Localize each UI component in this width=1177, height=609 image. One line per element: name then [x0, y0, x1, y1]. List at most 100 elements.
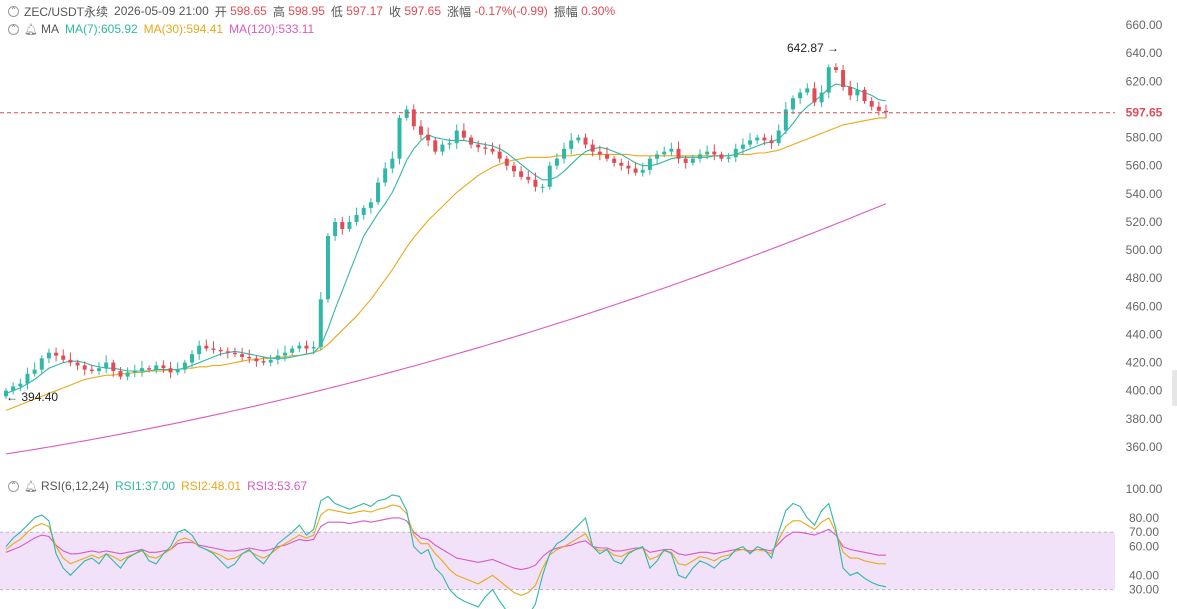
open-value: 598.65: [230, 4, 267, 18]
candle-body: [826, 67, 831, 93]
candle-body: [118, 371, 123, 377]
candle-body: [519, 171, 524, 177]
candle-body: [204, 345, 209, 349]
price-tick-label: 460.00: [1126, 299, 1163, 313]
price-tick-label: 380.00: [1126, 412, 1163, 426]
candle-body: [111, 362, 116, 371]
candle-body: [411, 109, 416, 127]
candle-body: [39, 358, 44, 370]
candle-body: [597, 151, 602, 155]
ma120-value: MA(120):533.11: [229, 22, 315, 36]
candle-body: [497, 151, 502, 159]
candle-body: [726, 157, 731, 159]
candle-body: [619, 162, 624, 166]
candle-body: [569, 140, 574, 149]
candle-body: [461, 130, 466, 138]
candle-body: [25, 373, 30, 384]
rsi2-line: [5, 504, 886, 596]
low-value: 597.17: [346, 4, 383, 18]
ma120-path: [5, 203, 887, 455]
candle-body: [161, 365, 166, 369]
bell-icon[interactable]: 🔔︎: [24, 23, 38, 36]
candle-body: [283, 352, 288, 356]
ma-indicator-name: MA: [40, 22, 59, 36]
price-tick-label: 400.00: [1126, 384, 1163, 398]
candle-body: [333, 221, 338, 236]
pane-resize-handle[interactable]: [1172, 370, 1177, 406]
candle-body: [190, 354, 195, 363]
ma30-line: [5, 117, 886, 411]
candle-body: [240, 354, 245, 357]
rsi-tick-label: 100.00: [1126, 482, 1163, 496]
candle-body: [576, 137, 581, 141]
ohlc-legend: ⌃ ZEC/USDT永续 2026-05-09 21:00 开 598.65 高…: [8, 3, 621, 19]
candle-body: [769, 140, 774, 144]
bell-icon[interactable]: 🔔︎: [24, 480, 38, 493]
candle-body: [361, 207, 366, 215]
rsi-band: [0, 532, 1115, 590]
rsi3-value: RSI3:53.67: [247, 479, 308, 493]
candle-body: [46, 352, 51, 359]
collapse-icon[interactable]: ⌃: [8, 480, 19, 492]
candle-body: [397, 117, 402, 159]
ma120-line: [5, 203, 887, 455]
candle-body: [147, 368, 152, 370]
price-tick-label: 640.00: [1126, 46, 1163, 60]
rsi-tick-label: 60.00: [1129, 540, 1159, 554]
candle-body: [368, 202, 373, 208]
candle-body: [562, 148, 567, 159]
candle-body: [669, 148, 674, 152]
candle-body: [4, 390, 8, 397]
candle-body: [833, 67, 838, 71]
candle-body: [526, 176, 531, 180]
candle-body: [154, 365, 159, 370]
rsi1-value: RSI1:37.00: [115, 479, 176, 493]
price-tick-label: 620.00: [1126, 74, 1163, 88]
last-price-tag: 597.65: [1115, 102, 1173, 122]
candle-body: [884, 110, 888, 113]
candle-body: [655, 154, 660, 159]
candle-body: [755, 137, 760, 141]
candle-body: [533, 179, 538, 187]
candle-body: [218, 349, 223, 352]
candle-body: [776, 130, 781, 144]
candle-body: [676, 148, 681, 159]
candle-body: [690, 158, 695, 163]
candle-body: [798, 92, 803, 99]
candle-body: [304, 345, 309, 349]
candle-body: [762, 137, 767, 141]
candle-body: [469, 137, 474, 145]
candle-body: [626, 165, 631, 169]
price-tick-label: 660.00: [1126, 18, 1163, 32]
symbol-label: ZEC/USDT永续: [24, 4, 109, 19]
candle-body: [805, 88, 810, 93]
candle-body: [340, 221, 345, 229]
rsi2-path: [5, 504, 886, 596]
candle-body: [819, 92, 824, 103]
ma7-value: MA(7):605.92: [64, 22, 138, 36]
candle-body: [376, 182, 381, 203]
candle-body: [640, 169, 645, 173]
candle-body: [232, 352, 237, 355]
collapse-icon[interactable]: ⌃: [8, 5, 19, 17]
price-tick-label: 580.00: [1126, 131, 1163, 145]
candle-body: [705, 151, 710, 155]
rsi-tick-label: 40.00: [1129, 568, 1159, 582]
price-tick-label: 540.00: [1126, 187, 1163, 201]
candle-body: [540, 186, 545, 188]
candle-body: [783, 109, 788, 131]
candle-body: [547, 165, 552, 187]
high-marker-label: 642.87 →: [787, 41, 839, 55]
rsi3-line: [5, 517, 886, 571]
change-value: -0.17%(-0.99): [474, 4, 548, 18]
rsi-tick-label: 30.00: [1129, 583, 1159, 597]
candle-body: [476, 144, 481, 148]
candle-body: [740, 144, 745, 149]
candle-body: [104, 362, 109, 369]
collapse-icon[interactable]: ⌃: [8, 23, 19, 35]
candle-body: [733, 148, 738, 158]
candle-body: [18, 383, 23, 387]
candle-body: [418, 126, 423, 135]
